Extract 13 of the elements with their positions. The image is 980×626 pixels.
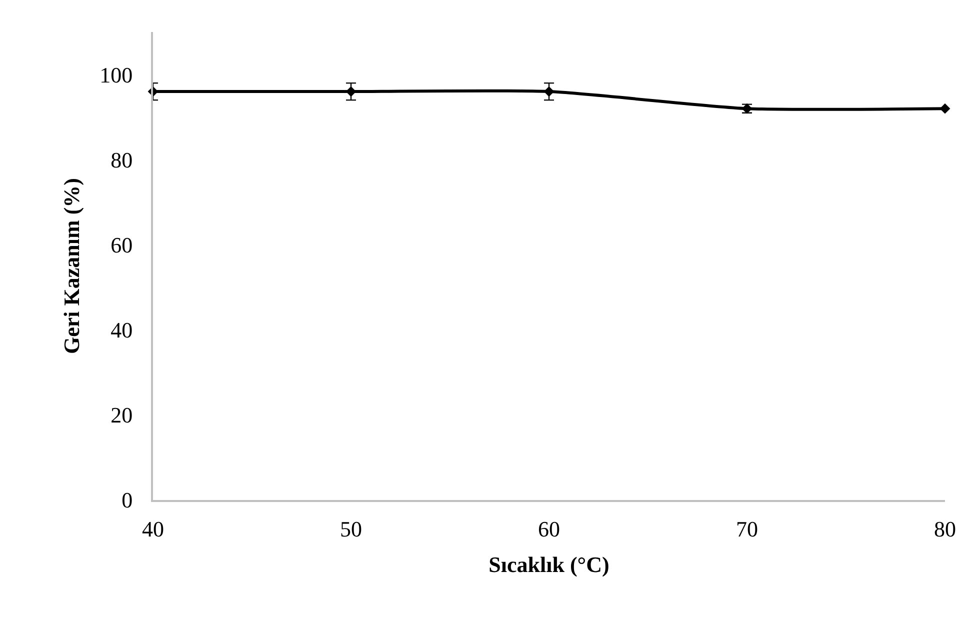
x-tick-label: 60 <box>538 516 560 542</box>
y-tick-label: 80 <box>110 147 133 172</box>
y-tick-label: 60 <box>110 232 133 258</box>
y-tick-label: 100 <box>100 62 133 88</box>
y-axis-title: Geri Kazanım (%) <box>58 178 84 354</box>
x-tick-label: 80 <box>934 516 956 542</box>
x-tick-label: 40 <box>142 516 164 542</box>
y-tick-label: 40 <box>110 318 133 343</box>
x-axis-title: Sıcaklık (°C) <box>488 552 610 577</box>
x-tick-label: 50 <box>340 516 362 542</box>
y-tick-label: 0 <box>122 488 133 513</box>
x-tick-label: 70 <box>736 516 758 542</box>
y-tick-label: 20 <box>110 402 133 428</box>
